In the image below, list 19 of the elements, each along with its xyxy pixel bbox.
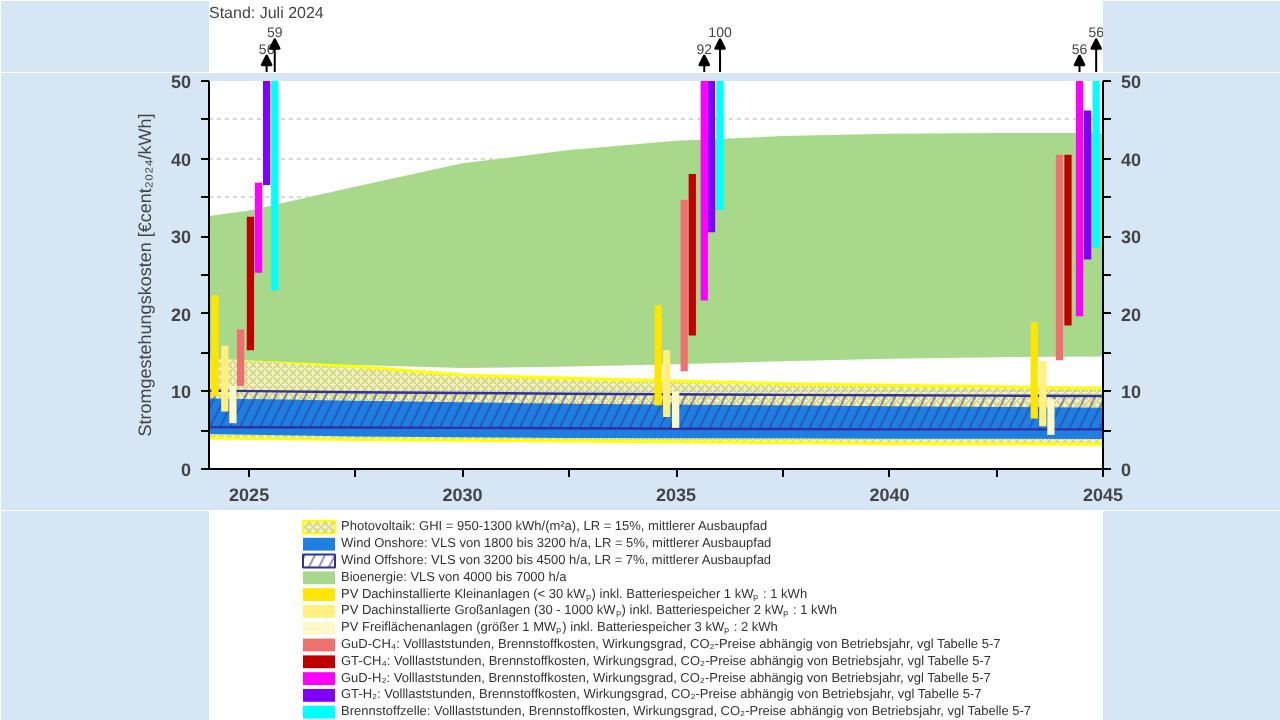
x-tick-label: 2040 (869, 485, 910, 505)
y-tick-label: 10 (170, 382, 192, 403)
y2-tick-label: 30 (1121, 227, 1142, 248)
y-axis-title: Stromgestehungskosten [€cent₂₀₂₄/kWh] (134, 113, 155, 437)
x-tick-label: 2025 (229, 485, 270, 505)
y-tick-label: 50 (170, 72, 192, 92)
y-tick-label: 30 (170, 227, 192, 248)
y-tick-label: 40 (170, 149, 192, 170)
y2-tick-label: 10 (1121, 382, 1142, 403)
y-tick-label: 20 (170, 304, 192, 325)
y2-tick-label: 50 (1121, 72, 1142, 92)
x-tick-label: 2035 (656, 485, 697, 505)
y-tick-label: 0 (180, 460, 192, 480)
y2-tick-label: 0 (1121, 460, 1132, 480)
x-tick-label: 2045 (1082, 485, 1124, 505)
text: Stand: Juli 2024 (209, 4, 325, 22)
x-tick-label: 2030 (442, 485, 483, 505)
y2-tick-label: 40 (1121, 149, 1142, 170)
y2-tick-label: 20 (1121, 304, 1142, 325)
